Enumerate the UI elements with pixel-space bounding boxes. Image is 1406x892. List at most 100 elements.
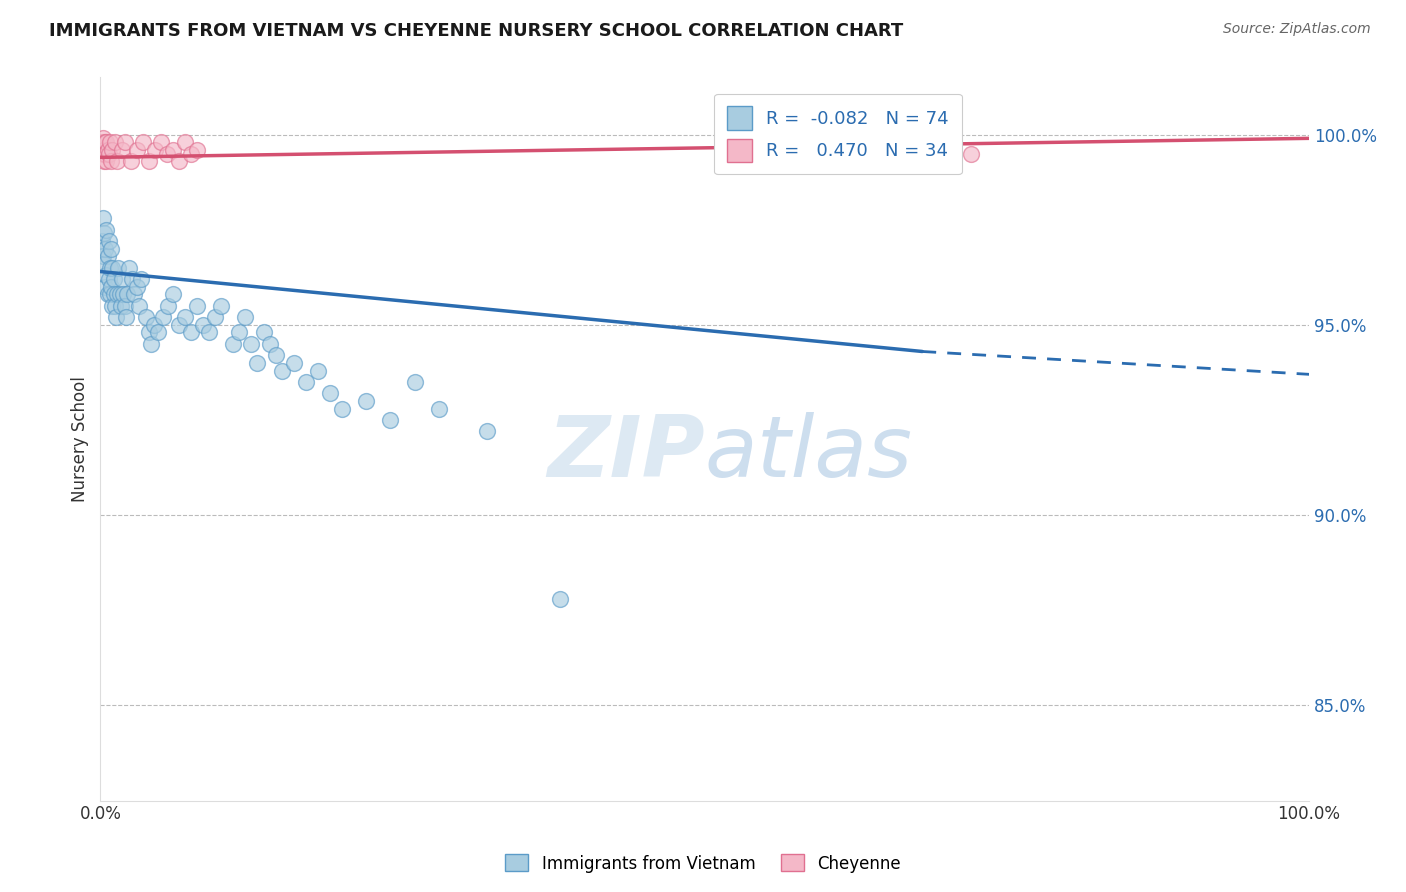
Point: [96, 135, 118, 149]
Point: [120, 154, 142, 169]
Point: [97, 249, 120, 263]
Point: [93, 154, 115, 169]
Point: [114, 299, 136, 313]
Point: [100, 280, 122, 294]
Point: [186, 299, 208, 313]
Point: [330, 401, 353, 416]
Point: [90, 135, 112, 149]
Legend: R =  -0.082   N = 74, R =   0.470   N = 34: R = -0.082 N = 74, R = 0.470 N = 34: [714, 94, 962, 175]
Legend: Immigrants from Vietnam, Cheyenne: Immigrants from Vietnam, Cheyenne: [499, 847, 907, 880]
Point: [122, 287, 145, 301]
Point: [139, 337, 162, 351]
Point: [209, 299, 232, 313]
Point: [142, 318, 165, 332]
Point: [104, 135, 127, 149]
Point: [264, 348, 287, 362]
Point: [105, 287, 128, 301]
Text: Source: ZipAtlas.com: Source: ZipAtlas.com: [1223, 22, 1371, 37]
Point: [101, 143, 124, 157]
Point: [110, 299, 132, 313]
Point: [108, 287, 131, 301]
Point: [191, 318, 214, 332]
Point: [91, 131, 114, 145]
Point: [114, 310, 136, 325]
Point: [149, 135, 172, 149]
Point: [105, 154, 128, 169]
Point: [94, 280, 117, 294]
Point: [228, 326, 250, 340]
Point: [259, 337, 281, 351]
Point: [162, 143, 184, 157]
Point: [107, 260, 129, 275]
Point: [380, 413, 402, 427]
Point: [174, 135, 197, 149]
Point: [101, 260, 124, 275]
Point: [162, 287, 184, 301]
Y-axis label: Nursery School: Nursery School: [72, 376, 89, 502]
Point: [125, 280, 148, 294]
Point: [97, 146, 120, 161]
Point: [283, 356, 305, 370]
Point: [100, 154, 122, 169]
Point: [96, 268, 118, 283]
Point: [111, 272, 134, 286]
Point: [91, 146, 114, 161]
Point: [97, 143, 120, 157]
Point: [198, 326, 221, 340]
Point: [121, 272, 143, 286]
Point: [98, 260, 121, 275]
Point: [838, 135, 860, 149]
Text: ZIP: ZIP: [547, 412, 704, 495]
Point: [548, 591, 571, 606]
Point: [152, 310, 174, 325]
Point: [148, 326, 170, 340]
Point: [97, 272, 120, 286]
Point: [143, 143, 166, 157]
Point: [252, 326, 274, 340]
Point: [118, 260, 141, 275]
Point: [105, 310, 128, 325]
Point: [475, 425, 498, 439]
Point: [114, 135, 136, 149]
Text: atlas: atlas: [704, 412, 912, 495]
Point: [131, 272, 153, 286]
Point: [97, 287, 120, 301]
Point: [103, 287, 125, 301]
Point: [156, 146, 179, 161]
Point: [295, 375, 318, 389]
Point: [863, 146, 886, 161]
Point: [270, 363, 292, 377]
Point: [100, 242, 122, 256]
Point: [111, 143, 134, 157]
Point: [93, 257, 115, 271]
Point: [246, 356, 269, 370]
Point: [167, 154, 190, 169]
Point: [96, 154, 118, 169]
Point: [959, 146, 981, 161]
Point: [157, 299, 180, 313]
Point: [91, 249, 114, 263]
Point: [307, 363, 329, 377]
Point: [94, 135, 117, 149]
Point: [235, 310, 257, 325]
Point: [138, 154, 160, 169]
Point: [93, 143, 115, 157]
Point: [131, 135, 153, 149]
Point: [222, 337, 245, 351]
Point: [911, 135, 934, 149]
Point: [404, 375, 426, 389]
Point: [125, 143, 148, 157]
Point: [180, 326, 202, 340]
Point: [356, 394, 378, 409]
Point: [94, 146, 117, 161]
Point: [98, 287, 121, 301]
Point: [91, 211, 114, 226]
Point: [174, 310, 197, 325]
Point: [319, 386, 342, 401]
Point: [138, 326, 160, 340]
Point: [128, 299, 150, 313]
Point: [94, 242, 117, 256]
Point: [204, 310, 226, 325]
Point: [240, 337, 263, 351]
Point: [98, 135, 121, 149]
